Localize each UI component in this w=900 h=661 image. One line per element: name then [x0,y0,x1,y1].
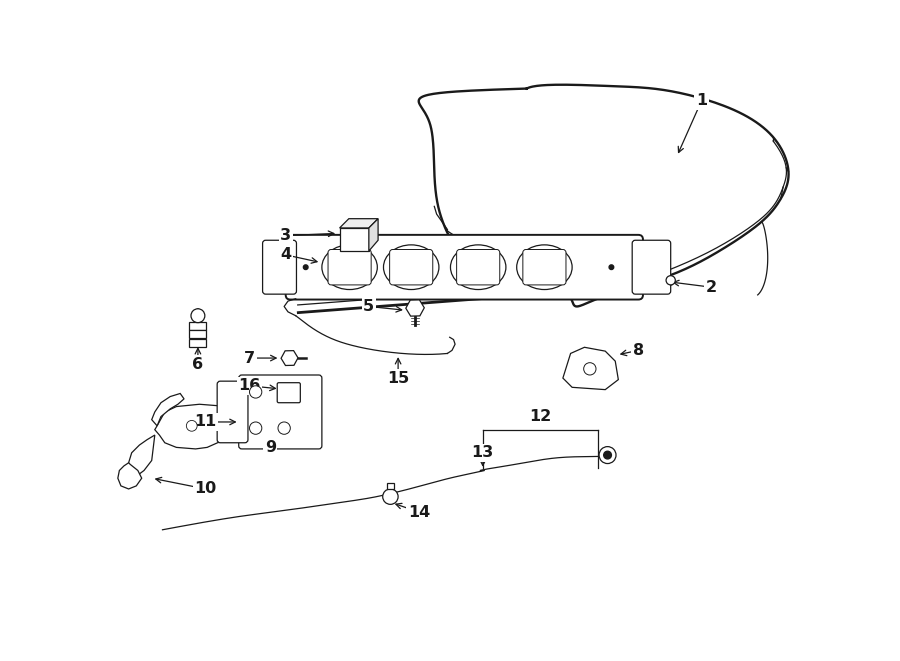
Text: 9: 9 [265,440,276,455]
Circle shape [191,309,205,323]
FancyBboxPatch shape [263,240,296,294]
Text: 16: 16 [238,378,261,393]
FancyBboxPatch shape [328,249,371,285]
Text: 13: 13 [472,446,494,460]
FancyBboxPatch shape [456,249,500,285]
Circle shape [666,276,675,285]
Circle shape [584,363,596,375]
Circle shape [249,422,262,434]
Text: 12: 12 [529,409,552,424]
FancyBboxPatch shape [217,381,248,443]
Text: 1: 1 [696,93,707,108]
FancyBboxPatch shape [189,330,206,338]
Ellipse shape [322,245,377,290]
Ellipse shape [517,245,572,290]
Circle shape [609,265,614,270]
FancyBboxPatch shape [339,228,369,251]
FancyBboxPatch shape [390,249,433,285]
Polygon shape [129,435,155,475]
FancyBboxPatch shape [523,249,566,285]
FancyBboxPatch shape [189,339,206,346]
Text: 6: 6 [193,357,203,371]
Text: 14: 14 [408,504,430,520]
Text: 11: 11 [194,414,217,430]
Ellipse shape [383,245,439,290]
Circle shape [599,447,616,463]
Text: 3: 3 [280,228,292,243]
Circle shape [382,489,398,504]
FancyBboxPatch shape [632,240,670,294]
Circle shape [249,386,262,398]
Polygon shape [369,219,378,251]
FancyBboxPatch shape [238,375,322,449]
Polygon shape [339,219,378,228]
Circle shape [278,386,291,398]
Text: 7: 7 [244,350,255,366]
Circle shape [303,265,308,270]
Polygon shape [387,483,394,489]
Circle shape [278,422,291,434]
Ellipse shape [451,245,506,290]
Polygon shape [562,347,618,389]
Circle shape [186,420,197,431]
Text: 4: 4 [280,247,292,262]
Polygon shape [152,393,184,426]
Text: 15: 15 [387,371,410,385]
Circle shape [604,451,611,459]
FancyBboxPatch shape [189,322,206,330]
Polygon shape [118,463,141,489]
Polygon shape [155,405,234,449]
Text: 10: 10 [194,481,217,496]
FancyBboxPatch shape [277,383,301,403]
Text: 5: 5 [364,299,374,314]
Text: 2: 2 [706,280,717,295]
Text: 8: 8 [633,343,643,358]
FancyBboxPatch shape [285,235,643,299]
